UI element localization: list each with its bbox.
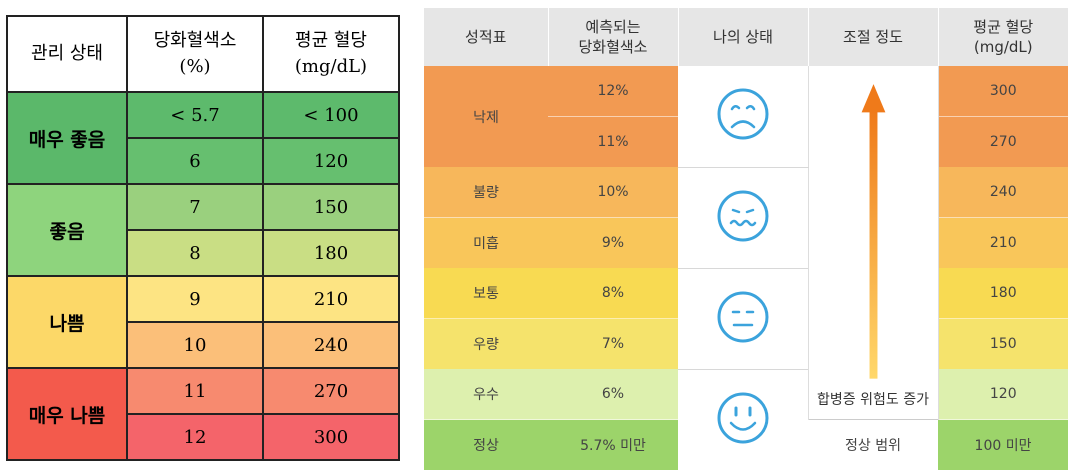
- table-row: 10 240: [7, 321, 400, 369]
- risk-increase-label: 합병증 위험도 증가: [808, 389, 938, 409]
- a1c-cell: 6%: [548, 369, 678, 420]
- header-glucose: 평균 혈당 (mg/dL): [262, 15, 400, 93]
- glucose-cell: 150: [262, 183, 400, 231]
- glucose-cell: 120: [938, 369, 1068, 420]
- table-row: 불량 10% 240: [424, 167, 1068, 269]
- glucose-cell: 240: [262, 321, 400, 369]
- glucose-cell: 300: [938, 66, 1068, 117]
- glucose-cell: 300: [262, 413, 400, 461]
- grade-cell: 불량: [424, 167, 548, 218]
- grade-cell: 우량: [424, 318, 548, 369]
- header-a1c: 당화혈색소 (%): [126, 15, 264, 93]
- header-predicted-a1c: 예측되는 당화혈색소: [548, 8, 679, 66]
- a1c-cell: 11%: [548, 116, 678, 167]
- face-cell: [678, 167, 808, 269]
- control-level-cell: 합병증 위험도 증가: [807, 66, 939, 420]
- table-row: 미흡 9% 210: [424, 217, 1068, 268]
- group-label-good: 좋음: [6, 183, 128, 277]
- table-row: 12 300: [7, 413, 400, 461]
- header-status: 관리 상태: [6, 15, 128, 93]
- table-row: 매우 나쁨 11 270: [6, 367, 400, 461]
- glucose-cell: 210: [938, 217, 1068, 268]
- a1c-cell: 9%: [548, 217, 678, 268]
- face-cell: [678, 369, 808, 470]
- header-grade: 성적표: [424, 8, 549, 66]
- header-control-level: 조절 정도: [808, 8, 939, 66]
- glucose-cell: 120: [262, 137, 400, 185]
- a1c-cell: 9: [126, 275, 264, 323]
- grade-cell: 보통: [424, 268, 548, 319]
- table-row: 정상 5.7% 미만 정상 범위 100 미만: [424, 419, 1068, 470]
- header-my-status: 나의 상태: [678, 8, 809, 66]
- glucose-cell: 150: [938, 318, 1068, 369]
- group-label-bad: 나쁨: [6, 275, 128, 369]
- grade-cell-fail: 낙제: [424, 66, 548, 167]
- table-row: 우수 6% 120: [424, 369, 1068, 470]
- glucose-status-table: 관리 상태 당화혈색소 (%) 평균 혈당 (mg/dL) 매우 좋음 < 5.…: [6, 15, 400, 461]
- a1c-cell: 7: [126, 183, 264, 231]
- happy-face-icon: [717, 392, 769, 444]
- glucose-cell: 180: [262, 229, 400, 277]
- sad-face-icon: [717, 88, 769, 140]
- a1c-cell: 7%: [548, 318, 678, 369]
- a1c-cell: 12: [126, 413, 264, 461]
- table-row: 8 180: [7, 229, 400, 277]
- glucose-cell: < 100: [262, 91, 400, 139]
- table-row: 좋음 7 150: [6, 183, 400, 277]
- face-cell: [678, 268, 808, 370]
- neutral-face-icon: [717, 291, 769, 342]
- table-row: 11% 270: [424, 116, 1068, 167]
- a1c-cell: 5.7% 미만: [548, 419, 678, 470]
- a1c-cell: 6: [126, 137, 264, 185]
- table-row: 우량 7% 150: [424, 318, 1068, 369]
- a1c-cell: 12%: [548, 66, 678, 117]
- report-card-table: 성적표 예측되는 당화혈색소 나의 상태 조절 정도 평균 혈당 (mg/dL)…: [424, 8, 1068, 470]
- glucose-cell: 240: [938, 167, 1068, 218]
- grade-cell: 정상: [424, 419, 548, 470]
- grade-cell: 우수: [424, 369, 548, 420]
- glucose-cell: 100 미만: [938, 419, 1068, 470]
- glucose-cell: 180: [938, 268, 1068, 319]
- face-cell: [678, 66, 808, 168]
- table-row: 6 120: [7, 137, 400, 185]
- glucose-cell: 270: [938, 116, 1068, 167]
- increasing-risk-arrow-icon: [861, 84, 885, 379]
- group-label-very-bad: 매우 나쁨: [6, 367, 128, 461]
- worried-face-icon: [717, 190, 769, 241]
- glucose-cell: 270: [262, 367, 400, 415]
- table-row: 매우 좋음 < 5.7 < 100: [6, 91, 400, 185]
- a1c-cell: 10: [126, 321, 264, 369]
- grade-cell: 미흡: [424, 217, 548, 268]
- header-avg-glucose: 평균 혈당 (mg/dL): [938, 8, 1068, 66]
- a1c-cell: 10%: [548, 167, 678, 218]
- table-row: 낙제 12% 합병증 위험도 증가: [424, 66, 1068, 420]
- right-header-row: 성적표 예측되는 당화혈색소 나의 상태 조절 정도 평균 혈당 (mg/dL): [424, 8, 1068, 66]
- group-label-very-good: 매우 좋음: [6, 91, 128, 185]
- a1c-cell: 8%: [548, 268, 678, 319]
- glucose-cell: 210: [262, 275, 400, 323]
- normal-range-cell: 정상 범위: [808, 419, 938, 470]
- a1c-cell: 11: [126, 367, 264, 415]
- a1c-cell: < 5.7: [126, 91, 264, 139]
- left-header-row: 관리 상태 당화혈색소 (%) 평균 혈당 (mg/dL): [6, 15, 400, 93]
- table-row: 보통 8% 180: [424, 268, 1068, 370]
- a1c-cell: 8: [126, 229, 264, 277]
- table-row: 나쁨 9 210: [6, 275, 400, 369]
